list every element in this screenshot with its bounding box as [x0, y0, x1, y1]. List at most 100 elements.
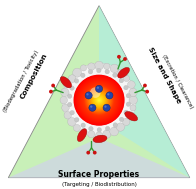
Circle shape [123, 75, 130, 81]
Circle shape [75, 76, 123, 124]
Circle shape [93, 94, 105, 107]
Circle shape [96, 97, 102, 103]
Circle shape [84, 85, 114, 115]
Circle shape [78, 79, 120, 121]
Circle shape [89, 104, 96, 111]
Circle shape [119, 78, 124, 83]
Circle shape [70, 86, 74, 90]
Circle shape [67, 102, 72, 107]
Ellipse shape [118, 67, 130, 78]
Circle shape [74, 75, 124, 125]
Circle shape [77, 78, 121, 122]
Circle shape [61, 88, 69, 97]
Circle shape [105, 126, 110, 131]
Circle shape [90, 87, 101, 98]
Circle shape [79, 80, 120, 121]
Circle shape [62, 104, 69, 112]
Circle shape [73, 68, 82, 77]
Circle shape [129, 96, 137, 104]
Circle shape [81, 73, 85, 78]
Circle shape [97, 98, 101, 102]
Circle shape [97, 87, 99, 89]
Circle shape [143, 84, 147, 87]
Circle shape [91, 92, 107, 108]
Circle shape [87, 89, 111, 112]
Circle shape [104, 63, 110, 69]
Ellipse shape [77, 129, 87, 142]
Circle shape [90, 91, 109, 110]
Circle shape [75, 76, 123, 124]
Circle shape [107, 93, 109, 95]
Circle shape [91, 92, 107, 108]
Circle shape [85, 87, 113, 114]
Text: Size and Shape: Size and Shape [147, 46, 182, 105]
Circle shape [97, 68, 101, 73]
Circle shape [124, 110, 128, 115]
Circle shape [79, 80, 119, 120]
Circle shape [88, 70, 93, 74]
Circle shape [77, 78, 121, 122]
Circle shape [95, 61, 103, 70]
Circle shape [87, 88, 112, 113]
Circle shape [145, 90, 149, 94]
Circle shape [68, 75, 76, 83]
Circle shape [117, 69, 124, 77]
Circle shape [94, 95, 104, 105]
Circle shape [103, 130, 111, 138]
Circle shape [84, 86, 113, 115]
Circle shape [88, 89, 110, 111]
Circle shape [97, 128, 102, 132]
Circle shape [90, 91, 108, 109]
Circle shape [93, 94, 105, 106]
Circle shape [128, 81, 135, 88]
Circle shape [76, 77, 122, 123]
Circle shape [81, 123, 85, 128]
Circle shape [74, 79, 79, 83]
Circle shape [79, 81, 119, 120]
Circle shape [68, 118, 76, 126]
Circle shape [106, 92, 113, 99]
Circle shape [90, 105, 93, 108]
Circle shape [95, 85, 103, 92]
Circle shape [113, 123, 118, 127]
Circle shape [74, 75, 124, 126]
Circle shape [82, 84, 116, 117]
Circle shape [129, 88, 137, 97]
Circle shape [92, 93, 106, 108]
Circle shape [110, 64, 119, 73]
Text: (Biodegradation / Toxicity): (Biodegradation / Toxicity) [2, 50, 39, 113]
Circle shape [86, 87, 112, 113]
Circle shape [93, 94, 105, 106]
Circle shape [117, 55, 121, 59]
Text: (Targeting / Biodistribution): (Targeting / Biodistribution) [62, 182, 136, 187]
Circle shape [105, 69, 109, 74]
Circle shape [116, 123, 125, 131]
Circle shape [88, 89, 110, 111]
Circle shape [88, 131, 95, 138]
Text: Composition: Composition [19, 52, 48, 100]
Circle shape [123, 57, 127, 61]
Polygon shape [8, 138, 190, 178]
Circle shape [104, 105, 107, 108]
Polygon shape [8, 6, 190, 178]
Circle shape [76, 77, 122, 124]
Circle shape [81, 82, 117, 118]
Circle shape [81, 82, 117, 119]
Circle shape [95, 97, 103, 104]
Circle shape [64, 81, 70, 88]
Circle shape [82, 83, 117, 118]
Circle shape [67, 94, 72, 98]
Circle shape [76, 78, 122, 123]
Circle shape [60, 96, 67, 104]
Circle shape [78, 79, 120, 122]
Circle shape [86, 87, 112, 113]
Circle shape [51, 84, 55, 87]
Circle shape [126, 94, 131, 98]
Circle shape [86, 151, 90, 155]
Circle shape [98, 99, 100, 101]
Circle shape [86, 93, 89, 95]
Circle shape [95, 132, 103, 139]
Circle shape [80, 65, 87, 71]
Circle shape [62, 63, 136, 137]
Circle shape [85, 92, 92, 99]
